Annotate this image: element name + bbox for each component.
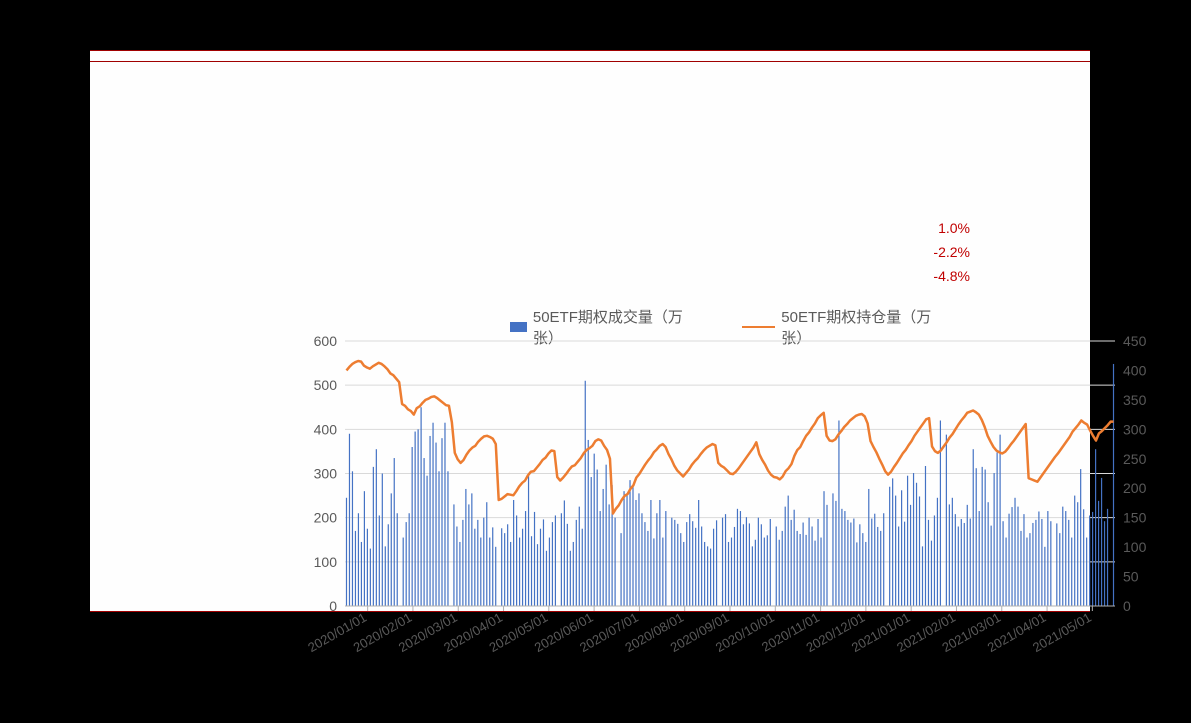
legend-swatch-line <box>742 326 776 328</box>
svg-text:350: 350 <box>1123 392 1147 408</box>
content-frame: 1.0% -2.2% -4.8% 50ETF期权成交量（万张） 50ETF期权持… <box>90 50 1090 612</box>
svg-text:500: 500 <box>314 377 338 393</box>
svg-text:300: 300 <box>1123 421 1147 437</box>
svg-text:250: 250 <box>1123 451 1147 467</box>
svg-text:400: 400 <box>1123 362 1147 378</box>
svg-text:300: 300 <box>314 466 338 482</box>
chart-region: 50ETF期权成交量（万张） 50ETF期权持仓量（万张） 0100200300… <box>290 306 1170 706</box>
svg-text:450: 450 <box>1123 336 1147 349</box>
percent-labels-block: 1.0% -2.2% -4.8% <box>933 216 970 288</box>
percent-label-2: -2.2% <box>933 240 970 264</box>
percent-label-1: 1.0% <box>933 216 970 240</box>
svg-text:600: 600 <box>314 336 338 349</box>
svg-text:400: 400 <box>314 421 338 437</box>
svg-text:100: 100 <box>1123 539 1147 555</box>
rule-top <box>90 61 1090 62</box>
svg-text:0: 0 <box>1123 598 1131 614</box>
svg-text:0: 0 <box>329 598 337 614</box>
percent-label-3: -4.8% <box>933 264 970 288</box>
svg-text:50: 50 <box>1123 569 1139 585</box>
svg-text:200: 200 <box>314 510 338 526</box>
svg-text:100: 100 <box>314 554 338 570</box>
svg-text:200: 200 <box>1123 480 1147 496</box>
legend-swatch-bar <box>510 322 527 332</box>
plot-svg: 0 100 200 300 400 500 600 0 50 100 150 200 250 300 350… <box>290 336 1170 706</box>
svg-text:150: 150 <box>1123 510 1147 526</box>
